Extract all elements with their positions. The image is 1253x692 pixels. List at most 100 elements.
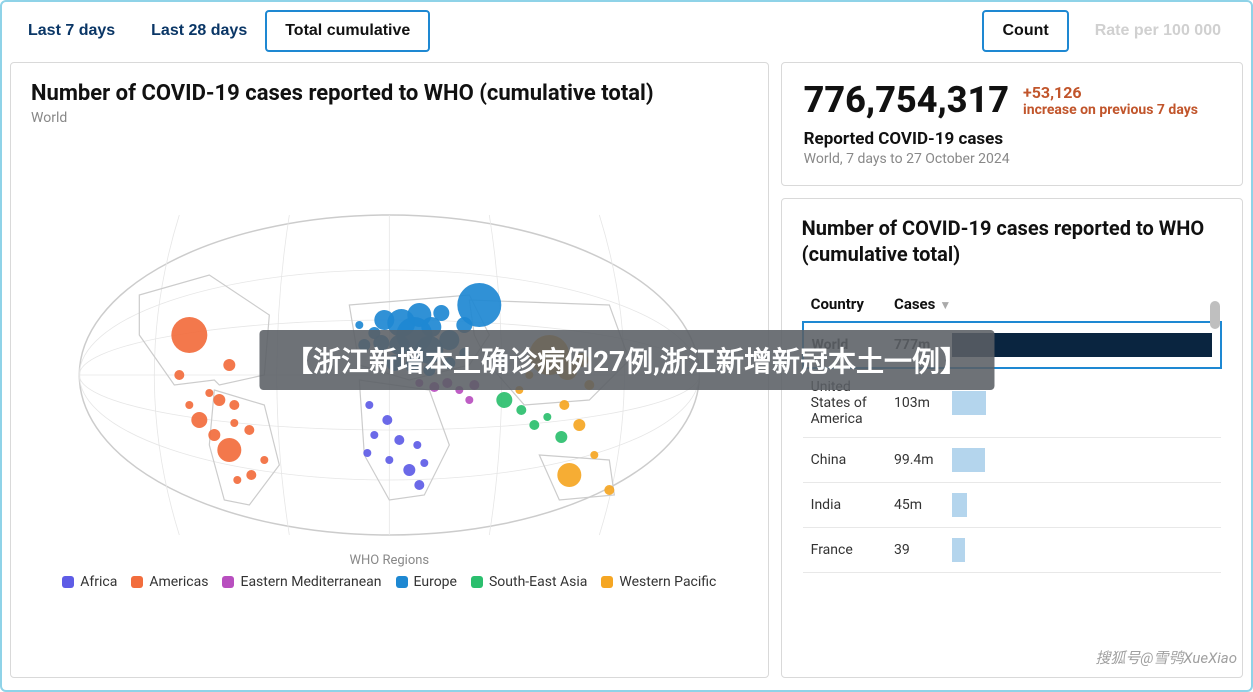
bubble[interactable] — [229, 400, 239, 410]
bar — [952, 493, 967, 517]
legend-title: WHO Regions — [62, 553, 716, 568]
metric-tabs: CountRate per 100 000 — [982, 10, 1239, 52]
bubble[interactable] — [559, 400, 569, 410]
legend-label: Western Pacific — [619, 574, 716, 590]
cases-value: 39 — [894, 542, 946, 558]
table-title: Number of COVID-19 cases reported to WHO… — [802, 215, 1222, 267]
bubble[interactable] — [171, 317, 207, 353]
tab-count[interactable]: Count — [982, 10, 1068, 52]
total-cases: 776,754,317 — [804, 79, 1009, 121]
cases-cell: 45m — [886, 483, 1221, 528]
bubble[interactable] — [543, 413, 551, 421]
bubble[interactable] — [382, 415, 392, 425]
bubble[interactable] — [208, 429, 220, 441]
legend-item-south-east-asia[interactable]: South-East Asia — [471, 574, 587, 590]
bubble[interactable] — [223, 359, 235, 371]
country-cell: France — [803, 528, 886, 573]
legend-label: Eastern Mediterranean — [240, 574, 381, 590]
bubble[interactable] — [191, 412, 207, 428]
bubble[interactable] — [414, 480, 424, 490]
bubble[interactable] — [246, 470, 256, 480]
bubble[interactable] — [174, 370, 184, 380]
increase-block: +53,126 increase on previous 7 days — [1023, 83, 1198, 118]
cases-value: 99.4m — [894, 452, 946, 468]
bubble[interactable] — [555, 431, 567, 443]
legend-label: Europe — [414, 574, 457, 590]
bubble[interactable] — [604, 485, 614, 495]
tab-last-28-days[interactable]: Last 28 days — [133, 10, 265, 52]
legend-label: South-East Asia — [489, 574, 587, 590]
bubble[interactable] — [590, 451, 598, 459]
map-wrapper: WHO Regions Africa Americas Eastern Medite… — [31, 136, 748, 659]
legend-swatch — [601, 576, 613, 588]
table-row[interactable]: India 45m — [803, 483, 1221, 528]
bubble[interactable] — [365, 401, 373, 409]
legend-swatch — [131, 576, 143, 588]
bubble[interactable] — [217, 438, 241, 462]
bubble[interactable] — [233, 476, 241, 484]
bar — [952, 538, 965, 562]
bubble[interactable] — [244, 425, 254, 435]
bubble[interactable] — [185, 401, 193, 409]
th-country[interactable]: Country — [803, 287, 886, 322]
map-title: Number of COVID-19 cases reported to WHO… — [31, 81, 748, 106]
legend-swatch — [62, 576, 74, 588]
bubble[interactable] — [420, 459, 428, 467]
legend-item-europe[interactable]: Europe — [396, 574, 457, 590]
legend-swatch — [471, 576, 483, 588]
table-row[interactable]: China 99.4m — [803, 438, 1221, 483]
bubble[interactable] — [385, 456, 393, 464]
bubble[interactable] — [557, 463, 581, 487]
map-legend: WHO Regions Africa Americas Eastern Medite… — [62, 553, 716, 590]
legend-label: Americas — [149, 574, 208, 590]
stats-card: 776,754,317 +53,126 increase on previous… — [781, 62, 1243, 186]
legend-swatch — [222, 576, 234, 588]
bubble[interactable] — [573, 419, 585, 431]
bubble[interactable] — [413, 441, 421, 449]
bubble[interactable] — [213, 394, 225, 406]
bubble[interactable] — [457, 283, 501, 327]
bubble[interactable] — [433, 305, 449, 321]
map-subtitle: World — [31, 110, 748, 126]
bubble[interactable] — [205, 389, 213, 397]
country-cell: India — [803, 483, 886, 528]
legend-item-western-pacific[interactable]: Western Pacific — [601, 574, 716, 590]
legend-label: Africa — [80, 574, 117, 590]
tab-total-cumulative[interactable]: Total cumulative — [265, 10, 430, 52]
tab-rate-per-100-000: Rate per 100 000 — [1077, 10, 1239, 52]
bar — [952, 391, 986, 415]
table-card: Number of COVID-19 cases reported to WHO… — [781, 198, 1243, 678]
legend-items: Africa Americas Eastern Mediterranean Europ… — [62, 574, 716, 590]
stats-title: Reported COVID-19 cases — [804, 129, 1220, 149]
legend-item-africa[interactable]: Africa — [62, 574, 117, 590]
overlay-banner: 【浙江新增本土确诊病例27例,浙江新增新冠本土一例】 — [259, 330, 994, 390]
table-row[interactable]: France 39 — [803, 528, 1221, 573]
time-range-tabs: Last 7 daysLast 28 daysTotal cumulative — [10, 10, 430, 52]
bubble[interactable] — [260, 456, 268, 464]
bubble[interactable] — [516, 405, 526, 415]
bubble[interactable] — [355, 321, 363, 329]
legend-item-americas[interactable]: Americas — [131, 574, 208, 590]
increase-value: +53,126 — [1023, 83, 1198, 102]
bubble[interactable] — [403, 464, 415, 476]
sort-desc-icon: ▼ — [939, 298, 951, 312]
country-cell: China — [803, 438, 886, 483]
cases-value: 103m — [894, 395, 946, 411]
bubble[interactable] — [394, 435, 404, 445]
bubble[interactable] — [363, 449, 371, 457]
watermark: 搜狐号@雪鸮XueXiao — [1095, 647, 1237, 668]
bubble[interactable] — [496, 392, 512, 408]
bubble[interactable] — [230, 419, 238, 427]
bubble[interactable] — [529, 420, 539, 430]
cases-cell: 39 — [886, 528, 1221, 573]
bubble[interactable] — [370, 431, 378, 439]
legend-item-eastern-mediterranean[interactable]: Eastern Mediterranean — [222, 574, 381, 590]
cases-cell: 99.4m — [886, 438, 1221, 483]
th-cases[interactable]: Cases▼ — [886, 287, 1221, 322]
tab-last-7-days[interactable]: Last 7 days — [10, 10, 133, 52]
legend-swatch — [396, 576, 408, 588]
top-tab-bar: Last 7 daysLast 28 daysTotal cumulative … — [10, 10, 1243, 52]
cases-value: 45m — [894, 497, 946, 513]
stats-subtitle: World, 7 days to 27 October 2024 — [804, 151, 1220, 167]
bubble[interactable] — [465, 396, 473, 404]
